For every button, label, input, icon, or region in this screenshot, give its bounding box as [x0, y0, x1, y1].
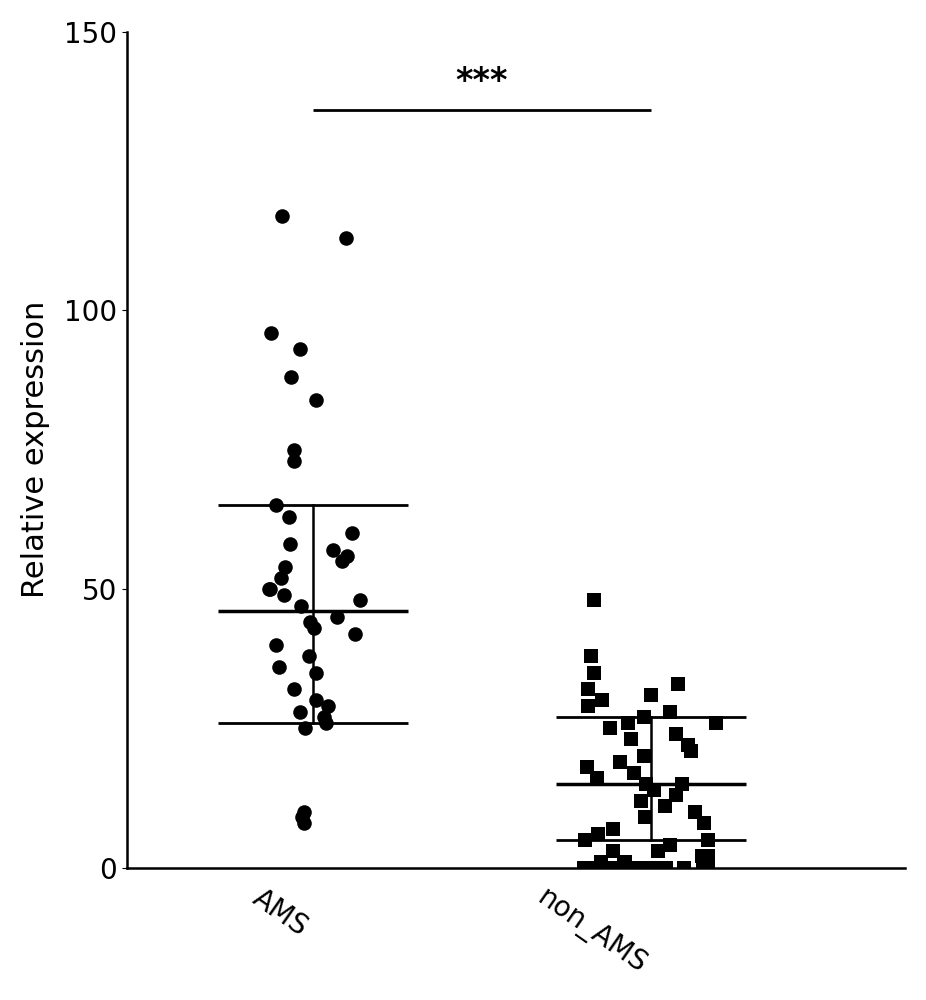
Point — [633, 793, 648, 809]
Point — [277, 587, 292, 603]
Point — [594, 854, 608, 870]
Point — [317, 709, 332, 725]
Point — [293, 341, 307, 357]
Point — [282, 509, 296, 525]
Point — [594, 692, 609, 708]
Point — [296, 804, 311, 820]
Point — [644, 687, 658, 703]
Point — [309, 692, 324, 708]
Point — [650, 843, 665, 859]
Point — [696, 815, 711, 831]
Point — [708, 715, 723, 731]
Point — [589, 770, 604, 786]
Point — [344, 525, 359, 541]
Point — [286, 681, 301, 697]
Point — [669, 787, 683, 803]
Point — [278, 559, 293, 575]
Point — [334, 553, 349, 569]
Point — [581, 698, 595, 714]
Point — [620, 860, 635, 876]
Y-axis label: Relative expression: Relative expression — [20, 301, 50, 598]
Point — [298, 720, 313, 736]
Point — [636, 709, 651, 725]
Point — [688, 804, 703, 820]
Point — [663, 704, 678, 720]
Point — [284, 369, 299, 385]
Point — [658, 860, 673, 876]
Point — [275, 208, 290, 224]
Point — [353, 592, 368, 608]
Point — [578, 832, 593, 848]
Point — [646, 860, 661, 876]
Point — [294, 598, 308, 614]
Point — [695, 860, 710, 876]
Point — [638, 776, 653, 792]
Point — [584, 648, 599, 664]
Point — [319, 715, 333, 731]
Point — [669, 726, 683, 742]
Point — [627, 765, 642, 781]
Point — [654, 860, 669, 876]
Point — [296, 815, 311, 831]
Point — [603, 720, 618, 736]
Point — [586, 860, 601, 876]
Point — [338, 230, 353, 246]
Point — [295, 809, 310, 825]
Point — [646, 782, 661, 798]
Point — [694, 848, 709, 864]
Point — [587, 665, 602, 681]
Point — [700, 832, 715, 848]
Point — [662, 837, 677, 853]
Point — [657, 798, 672, 814]
Point — [580, 681, 594, 697]
Point — [330, 609, 344, 625]
Point — [604, 860, 619, 876]
Point — [677, 860, 692, 876]
Point — [636, 748, 651, 764]
Point — [576, 860, 591, 876]
Point — [287, 442, 302, 458]
Point — [303, 614, 318, 630]
Point — [587, 592, 602, 608]
Point — [287, 453, 302, 469]
Point — [309, 665, 324, 681]
Point — [307, 620, 321, 636]
Point — [274, 570, 289, 586]
Point — [308, 392, 323, 408]
Point — [644, 860, 658, 876]
Point — [326, 542, 341, 558]
Point — [262, 581, 277, 597]
Point — [580, 759, 594, 775]
Point — [269, 497, 283, 513]
Point — [263, 325, 278, 341]
Point — [681, 737, 695, 753]
Point — [271, 659, 286, 675]
Point — [606, 821, 620, 837]
Point — [283, 536, 298, 552]
Point — [340, 548, 355, 564]
Point — [620, 715, 635, 731]
Point — [606, 843, 620, 859]
Point — [321, 698, 336, 714]
Point — [670, 676, 685, 692]
Point — [347, 626, 362, 642]
Point — [618, 854, 632, 870]
Point — [262, 581, 277, 597]
Point — [675, 776, 690, 792]
Point — [701, 848, 716, 864]
Point — [653, 860, 668, 876]
Point — [624, 731, 639, 747]
Point — [701, 860, 716, 876]
Point — [633, 860, 648, 876]
Point — [591, 826, 606, 842]
Point — [269, 637, 283, 653]
Point — [616, 854, 631, 870]
Point — [637, 809, 652, 825]
Point — [683, 743, 698, 759]
Point — [613, 754, 628, 770]
Point — [293, 704, 307, 720]
Text: ***: *** — [456, 65, 508, 98]
Point — [302, 648, 317, 664]
